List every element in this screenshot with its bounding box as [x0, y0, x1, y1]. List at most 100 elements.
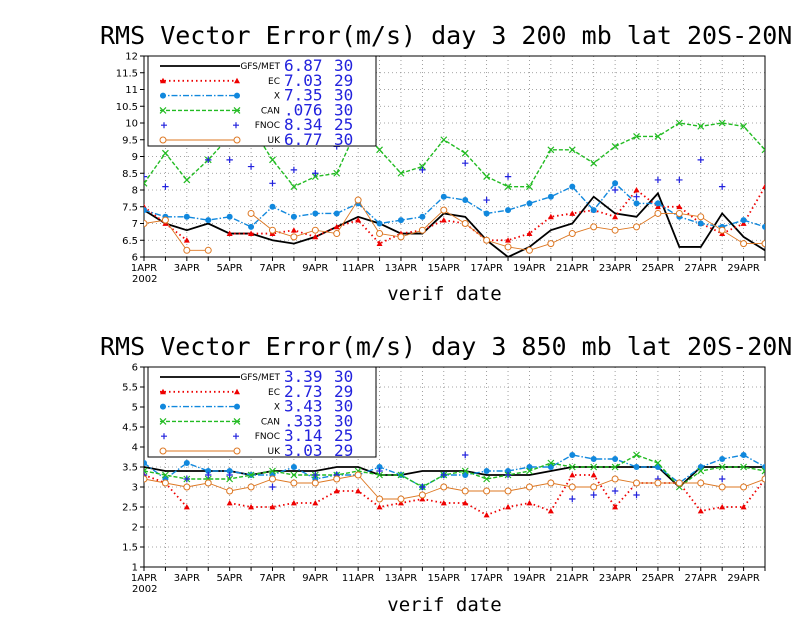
x-tick-label: 7APR	[259, 263, 285, 274]
marker-triangle	[226, 230, 233, 236]
series-gfs-met	[144, 466, 765, 489]
y-tick-label: 3.5	[122, 463, 138, 474]
marker-circle-open	[333, 230, 341, 238]
marker-x	[611, 463, 619, 471]
marker-circle-open	[397, 233, 405, 241]
series-line	[144, 466, 765, 489]
chart-panel-200mb: RMS Vector Error(m/s) day 3 200 mb lat 2…	[100, 21, 792, 305]
y-tick-label: 9.5	[122, 135, 138, 146]
marker-circle-open	[418, 226, 426, 234]
marker-circle	[226, 213, 233, 220]
marker-circle-open	[675, 209, 683, 217]
marker-circle-open	[547, 479, 555, 487]
marker-circle	[483, 210, 490, 217]
x-tick-label: 5APR	[217, 573, 243, 584]
marker-plus	[247, 163, 255, 170]
marker-circle-open	[311, 226, 319, 234]
marker-circle	[547, 464, 554, 470]
legend-entry: FNOC 3.14 25	[161, 426, 353, 445]
marker-triangle	[569, 210, 576, 216]
series-fnoc	[144, 451, 726, 503]
y-tick-label: 1.5	[122, 543, 138, 554]
marker-plus	[590, 491, 597, 499]
x-tick-label: 3APR	[174, 263, 200, 274]
marker-circle-open	[397, 495, 405, 503]
marker-triangle	[355, 217, 362, 223]
data-area	[144, 451, 765, 518]
y-tick-label: 5	[132, 403, 138, 414]
chart-title: RMS Vector Error(m/s) day 3 850 mb lat 2…	[100, 332, 792, 361]
marker-x	[590, 463, 598, 471]
marker-circle	[160, 92, 166, 99]
marker-circle-open	[159, 447, 167, 455]
marker-x	[718, 463, 726, 471]
legend-count: 29	[334, 382, 353, 401]
marker-triangle	[248, 230, 255, 236]
marker-x	[183, 176, 191, 184]
legend-entry: EC 2.73 29	[160, 382, 353, 401]
y-tick-label: 3	[132, 483, 138, 494]
marker-triangle	[676, 203, 683, 210]
legend-box	[147, 366, 377, 458]
marker-circle-open	[761, 475, 765, 483]
marker-x	[247, 471, 255, 479]
x-tick-label: 25APR	[642, 573, 675, 584]
marker-plus	[611, 487, 619, 495]
marker-plus	[290, 166, 298, 174]
marker-circle-open	[461, 220, 469, 227]
series-line	[144, 454, 765, 488]
marker-circle-open	[183, 246, 191, 254]
marker-triangle	[526, 500, 533, 506]
legend-count: 25	[334, 426, 353, 445]
marker-circle	[505, 468, 512, 474]
marker-plus	[161, 122, 167, 129]
marker-x	[654, 459, 662, 467]
marker-circle	[183, 460, 190, 466]
marker-x	[311, 173, 319, 181]
marker-plus	[697, 156, 704, 164]
marker-triangle	[740, 220, 747, 226]
marker-circle	[590, 207, 597, 214]
marker-triangle	[226, 500, 233, 506]
legend-name: CAN	[261, 106, 280, 116]
marker-circle	[612, 456, 619, 462]
y-tick-label: 12	[125, 52, 138, 63]
marker-x	[397, 169, 405, 177]
x-tick-label: 21APR	[556, 573, 589, 584]
marker-circle-open	[290, 479, 298, 487]
legend-name: UK	[268, 447, 282, 457]
y-tick-label: 1	[132, 563, 138, 574]
marker-triangle	[483, 512, 490, 518]
marker-triangle	[505, 504, 512, 510]
x-tick-label: 1APR	[131, 263, 157, 274]
legend-value: 3.03	[284, 441, 323, 460]
marker-plus	[633, 193, 640, 200]
marker-plus	[718, 475, 726, 483]
marker-x	[633, 132, 640, 140]
legend-entry: UK 6.77 30	[159, 130, 353, 149]
marker-triangle	[462, 500, 469, 506]
x-tick-label: 15APR	[428, 263, 461, 274]
marker-triangle	[312, 500, 319, 506]
marker-circle-open	[740, 483, 748, 491]
marker-plus	[233, 433, 239, 440]
series-line	[144, 474, 765, 500]
marker-circle-open	[461, 487, 469, 495]
marker-triangle	[612, 504, 619, 510]
series-uk	[144, 471, 765, 503]
marker-circle	[505, 207, 512, 214]
legend-value: .076	[284, 100, 323, 119]
series-x	[144, 180, 765, 230]
marker-x	[269, 156, 276, 164]
marker-x	[611, 143, 619, 150]
marker-circle	[226, 468, 233, 474]
marker-triangle	[183, 504, 190, 510]
marker-plus	[504, 173, 512, 180]
legend-count: 30	[334, 86, 353, 105]
marker-x	[397, 471, 405, 479]
legend-value: 3.14	[284, 426, 323, 445]
marker-triangle	[505, 237, 512, 243]
y-tick-label: 6	[132, 363, 138, 374]
legend-entry: CAN .076 30	[159, 100, 353, 119]
marker-triangle	[290, 227, 297, 233]
